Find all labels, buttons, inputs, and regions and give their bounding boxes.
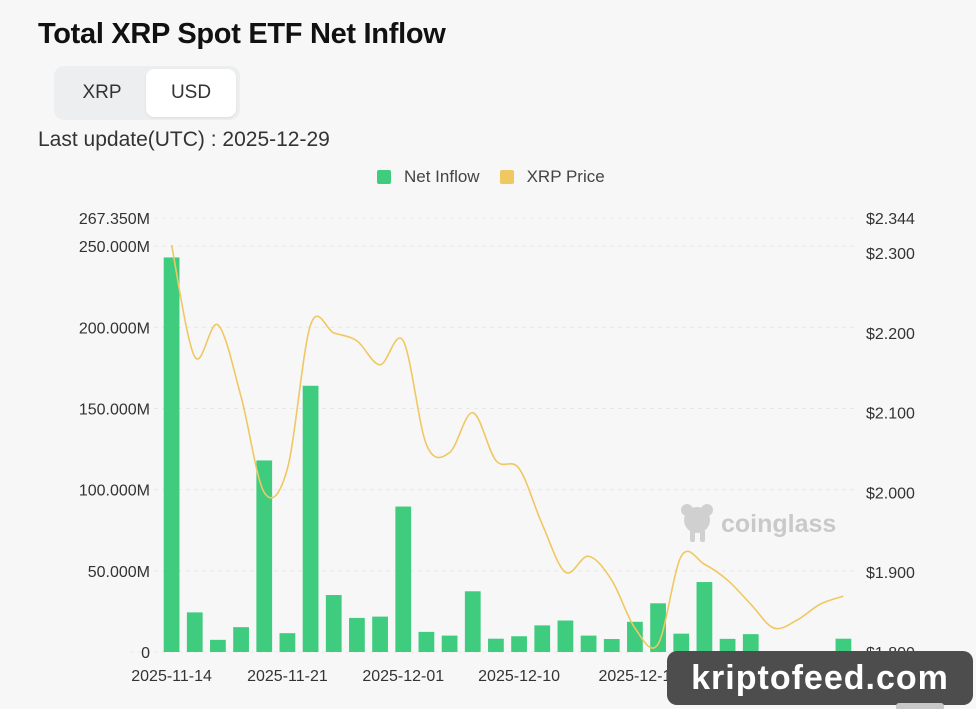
inflow-bar[interactable] — [835, 638, 852, 652]
left-tick-label: 50.000M — [88, 564, 150, 581]
legend-net-inflow[interactable]: Net Inflow — [377, 167, 480, 187]
right-axis-labels: $1.800$1.900$2.000$2.100$2.200$2.300$2.3… — [866, 211, 915, 662]
inflow-bar[interactable] — [233, 627, 249, 652]
inflow-bar[interactable] — [719, 638, 736, 652]
left-axis-labels: 0 50.000M 100.000M 150.000M 200.000M 250.000M… — [79, 211, 150, 662]
coinglass-watermark: coinglass — [681, 504, 836, 542]
x-tick-label: 2025-12-10 — [478, 668, 560, 685]
inflow-bar[interactable] — [372, 616, 388, 652]
left-tick-label: 267.350M — [79, 211, 150, 228]
inflow-bar[interactable] — [279, 633, 296, 652]
inflow-bar[interactable] — [256, 460, 273, 652]
inflow-bar[interactable] — [580, 635, 597, 652]
legend-swatch-inflow — [377, 170, 391, 184]
inflow-bar[interactable] — [395, 506, 412, 652]
x-tick-label: 2025-11-14 — [131, 668, 212, 685]
inflow-bar[interactable] — [210, 639, 226, 652]
inflow-bar[interactable] — [302, 385, 319, 652]
inflow-bar[interactable] — [696, 582, 713, 652]
coinglass-logo-icon — [681, 504, 713, 542]
right-tick-label: $2.100 — [866, 406, 915, 423]
badge-tab — [896, 703, 944, 709]
chart-legend: Net Inflow XRP Price — [377, 166, 625, 188]
right-tick-label: $1.900 — [866, 565, 915, 582]
inflow-bar[interactable] — [441, 635, 458, 652]
inflow-bar[interactable] — [186, 612, 203, 652]
x-tick-label: 2025-12-01 — [362, 668, 444, 685]
xrp-price-line — [170, 244, 844, 649]
toggle-xrp-button[interactable]: XRP — [82, 82, 122, 103]
left-tick-label: 250.000M — [79, 239, 150, 256]
kriptofeed-badge: kriptofeed.com — [667, 651, 973, 705]
right-tick-label: $2.300 — [866, 246, 915, 263]
last-update-text: Last update(UTC) : 2025-12-29 — [38, 128, 330, 151]
page-title: Total XRP Spot ETF Net Inflow — [38, 18, 446, 50]
right-tick-label: $2.200 — [866, 326, 915, 343]
right-tick-label: $2.000 — [866, 485, 915, 502]
inflow-bar[interactable] — [418, 631, 435, 652]
inflow-bar[interactable] — [742, 634, 759, 652]
inflow-bar[interactable] — [557, 620, 574, 652]
right-tick-label: $2.344 — [866, 211, 915, 228]
inflow-bar[interactable] — [511, 636, 527, 652]
inflow-bar[interactable] — [349, 617, 365, 652]
inflow-bar[interactable] — [627, 621, 643, 652]
inflow-bar[interactable] — [325, 595, 342, 652]
inflow-bar[interactable] — [464, 591, 481, 652]
left-tick-label: 100.000M — [79, 483, 150, 500]
watermark-text: coinglass — [721, 510, 836, 538]
toggle-usd-button[interactable]: USD — [146, 69, 236, 117]
left-tick-label: 150.000M — [79, 401, 150, 418]
inflow-bar[interactable] — [163, 257, 180, 652]
legend-swatch-price — [499, 170, 514, 184]
legend-xrp-price[interactable]: XRP Price — [499, 167, 605, 187]
inflow-bar[interactable] — [488, 638, 504, 652]
left-tick-label: 0 — [141, 645, 150, 662]
inflow-bar[interactable] — [534, 625, 551, 652]
inflow-bars — [163, 257, 852, 652]
inflow-bar[interactable] — [673, 633, 690, 652]
legend-label-inflow: Net Inflow — [404, 167, 480, 186]
grid-lines — [130, 217, 855, 653]
inflow-bar[interactable] — [603, 639, 620, 652]
x-tick-label: 2025-11-21 — [247, 668, 328, 685]
left-tick-label: 200.000M — [79, 320, 150, 337]
legend-label-price: XRP Price — [526, 167, 605, 186]
x-tick-label: 2025-12-1 — [598, 668, 671, 685]
unit-toggle: XRP USD — [54, 66, 240, 120]
inflow-bar[interactable] — [650, 603, 666, 652]
